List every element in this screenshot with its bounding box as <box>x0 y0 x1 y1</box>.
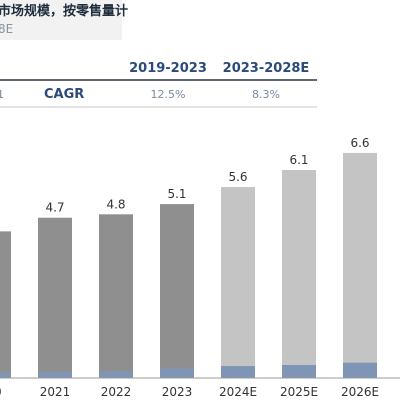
bar-overlay-2024e <box>221 366 255 378</box>
x-tick-label-2026e: 2026E <box>341 385 379 399</box>
cagr-row-label: CAGR <box>44 87 84 102</box>
bar-2025e <box>282 169 316 378</box>
cagr-value-2019-2023: 12.5% <box>151 88 186 101</box>
bar-overlay-2022 <box>99 371 133 378</box>
bar-2021 <box>38 217 72 378</box>
cagr-column-header-1: 2019-2023 <box>129 61 207 76</box>
chart-title: 市场规模，按零售量计 <box>0 3 128 19</box>
bar-overlay-2025e <box>282 365 316 378</box>
value-labels-group: 4.7 4.8 5.1 5.6 6.1 6.6 <box>45 136 369 215</box>
bar-20 <box>0 231 11 378</box>
bar-overlay-2021 <box>38 371 72 378</box>
bar-overlay-20 <box>0 372 11 378</box>
bar-2022 <box>99 214 133 378</box>
x-tick-label-2023: 2023 <box>162 385 193 399</box>
chart-subtitle: 8E <box>0 22 13 36</box>
value-label-2022: 4.8 <box>106 197 125 211</box>
x-tick-label-2021: 2021 <box>40 385 71 399</box>
cagr-column-header-2: 2023-2028E <box>223 61 310 76</box>
title-background <box>0 0 122 40</box>
bars-group <box>0 152 377 378</box>
cagr-row-marker: 1 <box>0 88 4 101</box>
bar-2026e <box>343 152 377 378</box>
value-label-2023: 5.1 <box>167 187 186 201</box>
x-tick-label-20: 20 <box>0 385 2 399</box>
value-label-2025e: 6.1 <box>289 153 308 167</box>
bar-overlay-2023 <box>160 368 194 378</box>
value-label-2021: 4.7 <box>45 201 64 215</box>
x-tick-label-2024e: 2024E <box>219 385 257 399</box>
bar-2024e <box>221 187 255 378</box>
cagr-table: 2019-2023 2023-2028E 1 CAGR 12.5% 8.3% <box>0 61 317 108</box>
bar-2023 <box>160 204 194 378</box>
bar-overlay-2026e <box>343 362 377 378</box>
cagr-value-2023-2028e: 8.3% <box>252 88 280 101</box>
value-label-2026e: 6.6 <box>350 136 369 150</box>
value-label-2024e: 5.6 <box>228 170 247 184</box>
x-tick-label-2022: 2022 <box>101 385 132 399</box>
overlay-bars-group <box>0 362 377 378</box>
x-tick-label-2025e: 2025E <box>280 385 318 399</box>
x-tick-labels-group: 202021202220232024E2025E2026E2 <box>0 385 379 399</box>
